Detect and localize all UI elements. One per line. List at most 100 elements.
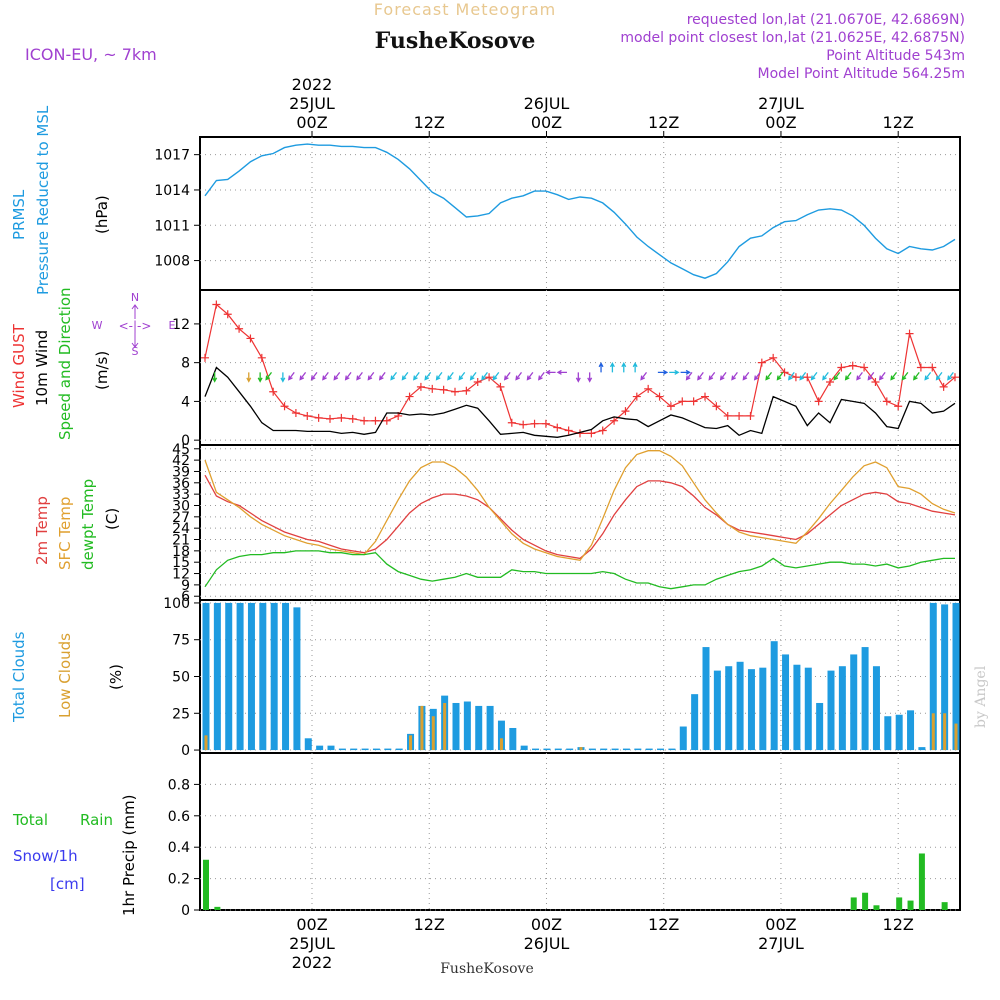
total-cloud-bar — [270, 602, 278, 751]
wind-direction-arrow — [503, 371, 511, 381]
gust-marker — [201, 353, 209, 362]
wind-direction-label: Speed and Direction — [56, 287, 74, 440]
wind-direction-arrow — [680, 369, 691, 375]
gust-marker — [791, 373, 800, 382]
total-cloud-bar — [316, 745, 324, 751]
y-tick-label: 9 — [181, 578, 190, 594]
total-cloud-bar — [747, 669, 755, 751]
y-tick-label: 12 — [172, 317, 190, 333]
y-tick-label: 0.6 — [168, 809, 190, 825]
top-axis-label: 12Z — [414, 113, 445, 132]
gust-marker — [769, 353, 778, 362]
wind-direction-arrow — [708, 371, 716, 381]
bottom-axis-label: 00Z — [296, 915, 327, 934]
total-cloud-bar — [850, 654, 858, 751]
wind-direction-arrow — [447, 371, 454, 381]
gust-marker — [860, 363, 869, 372]
gust-marker — [621, 407, 630, 416]
gust-marker — [644, 384, 653, 393]
total-cloud-bar — [895, 714, 903, 751]
wind-direction-arrow — [413, 371, 420, 381]
y-tick-label: 1017 — [154, 148, 190, 164]
gust-marker — [803, 373, 812, 382]
footer-station: FusheKosove — [440, 961, 534, 977]
y-tick-label: 0.8 — [168, 777, 190, 793]
requested-point: requested lon,lat (21.0670E, 42.6869N) — [687, 12, 965, 28]
wind10-label: 10m Wind — [33, 330, 51, 406]
gust-marker — [701, 392, 709, 401]
product-title: Forecast Meteogram — [374, 0, 556, 19]
gust-marker — [712, 402, 721, 411]
gust-marker — [928, 363, 937, 372]
total-cloud-bar — [384, 748, 392, 751]
rain-bar — [214, 906, 221, 910]
wind-direction-arrow — [731, 371, 738, 381]
panel-frame — [199, 752, 961, 911]
precip-snow-unit: [cm] — [50, 875, 85, 893]
wind-gust-label: Wind GUST — [10, 323, 28, 408]
total-cloud-bar — [600, 748, 608, 751]
y-tick-label: 4 — [181, 394, 190, 410]
low-cloud-bar — [409, 735, 413, 751]
top-axis-label: 12Z — [648, 113, 679, 132]
wind-direction-arrow — [947, 371, 954, 381]
gust-marker — [826, 378, 834, 387]
y-tick-label: 15 — [172, 555, 190, 571]
wind-direction-arrow — [333, 371, 341, 381]
clouds-unit: (%) — [107, 664, 125, 690]
total-cloud-bar — [202, 602, 210, 751]
wind-direction-arrow — [401, 371, 409, 381]
precip-total-label: Total — [12, 811, 48, 829]
wind-unit: (m/s) — [93, 351, 111, 390]
wind-direction-arrow — [632, 361, 638, 373]
gust-marker — [314, 413, 323, 422]
total-cloud-bar — [657, 748, 665, 751]
total-cloud-bar — [282, 602, 290, 751]
gust-marker — [746, 411, 755, 420]
rain-bar — [203, 859, 209, 910]
top-axis-label: 26JUL — [524, 94, 570, 113]
gust-marker — [235, 324, 244, 333]
top-axis-label: 12Z — [883, 113, 914, 132]
wind-direction-arrow — [257, 372, 263, 383]
gust-marker — [814, 397, 823, 406]
gust-marker — [666, 402, 675, 411]
total-cloud-bar — [304, 738, 312, 751]
gust-marker — [757, 358, 766, 367]
gust-marker — [405, 392, 414, 401]
y-tick-label: 75 — [172, 633, 190, 649]
gust-marker — [894, 402, 903, 411]
total-cloud-bar — [804, 667, 812, 751]
gust-marker — [485, 373, 494, 382]
low-cloud-bar — [579, 747, 583, 751]
y-tick-label: 24 — [172, 521, 190, 537]
gust-marker — [882, 397, 891, 406]
rain-bar — [907, 900, 914, 910]
wind-direction-arrow — [640, 371, 648, 381]
wind-direction-arrow — [621, 361, 627, 373]
compass-south: S — [132, 345, 139, 358]
y-tick-label: 1011 — [154, 218, 190, 234]
model-altitude: Model Point Altitude 564.25m — [758, 66, 965, 82]
wind-direction-arrow — [538, 371, 545, 381]
total-cloud-bar — [872, 666, 880, 751]
wind-direction-arrow — [492, 371, 500, 381]
wind-direction-arrow — [367, 371, 375, 381]
y-tick-label: 100 — [163, 596, 190, 612]
y-tick-label: 0 — [181, 433, 190, 449]
gust-marker — [939, 382, 948, 391]
wind-direction-arrow — [776, 371, 784, 381]
temp-line-1 — [204, 450, 956, 562]
gust-marker — [598, 426, 607, 435]
panel-frame — [199, 289, 961, 446]
gust-marker — [371, 416, 380, 425]
total-cloud-bar — [259, 602, 267, 751]
bottom-axis-label: 12Z — [883, 915, 914, 934]
pressure-line — [204, 143, 956, 279]
y-tick-label: 0.2 — [168, 872, 190, 888]
total-cloud-bar — [350, 748, 358, 751]
gust-marker — [871, 378, 880, 387]
total-cloud-bar — [566, 748, 574, 751]
